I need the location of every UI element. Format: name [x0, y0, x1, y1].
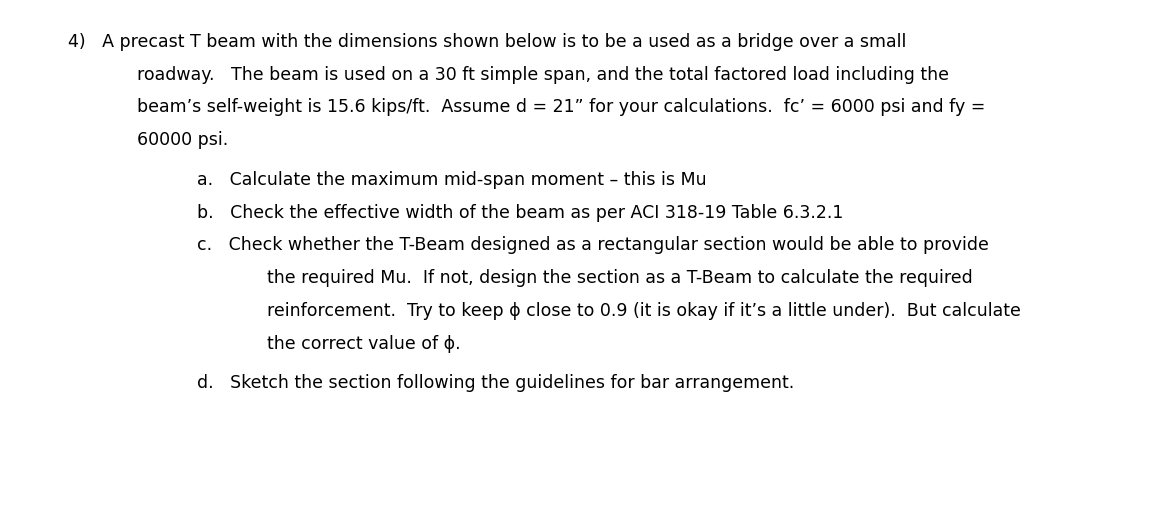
Text: a.   Calculate the maximum mid-span moment – this is Mu: a. Calculate the maximum mid-span moment…: [197, 171, 707, 189]
Text: beam’s self-weight is 15.6 kips/ft.  Assume d = 21” for your calculations.  fc’ : beam’s self-weight is 15.6 kips/ft. Assu…: [137, 98, 985, 117]
Text: 60000 psi.: 60000 psi.: [137, 131, 228, 149]
Text: reinforcement.  Try to keep ϕ close to 0.9 (it is okay if it’s a little under). : reinforcement. Try to keep ϕ close to 0.…: [267, 302, 1020, 320]
Text: b.   Check the effective width of the beam as per ACI 318-19 Table 6.3.2.1: b. Check the effective width of the beam…: [197, 204, 842, 222]
Text: the correct value of ϕ.: the correct value of ϕ.: [267, 335, 460, 353]
Text: 4)   A precast T beam with the dimensions shown below is to be a used as a bridg: 4) A precast T beam with the dimensions …: [68, 33, 907, 51]
Text: d.   Sketch the section following the guidelines for bar arrangement.: d. Sketch the section following the guid…: [197, 374, 793, 392]
Text: roadway.   The beam is used on a 30 ft simple span, and the total factored load : roadway. The beam is used on a 30 ft sim…: [137, 66, 949, 84]
Text: the required Mu.  If not, design the section as a T-Beam to calculate the requir: the required Mu. If not, design the sect…: [267, 269, 972, 287]
Text: c.   Check whether the T-Beam designed as a rectangular section would be able to: c. Check whether the T-Beam designed as …: [197, 236, 989, 255]
